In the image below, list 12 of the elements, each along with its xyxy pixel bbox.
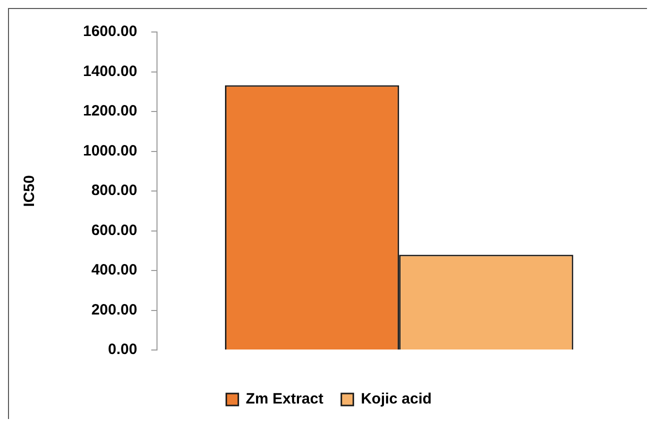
- y-tick-label: 200.00: [91, 301, 138, 318]
- y-tick-label: 1600.00: [82, 23, 138, 40]
- y-tick-label: 400.00: [91, 262, 138, 279]
- y-tick-label: 1000.00: [82, 142, 138, 160]
- y-axis-title: IC50: [21, 175, 38, 207]
- y-tick-label: 0.00: [108, 341, 138, 358]
- y-tick-label: 800.00: [91, 182, 138, 200]
- y-tick-label: 1400.00: [82, 62, 138, 80]
- y-tick-label: 1200.00: [82, 102, 138, 120]
- legend-label: Zm Extract: [246, 390, 324, 408]
- y-tick-label: 600.00: [91, 222, 138, 239]
- legend-label: Kojic acid: [360, 390, 432, 408]
